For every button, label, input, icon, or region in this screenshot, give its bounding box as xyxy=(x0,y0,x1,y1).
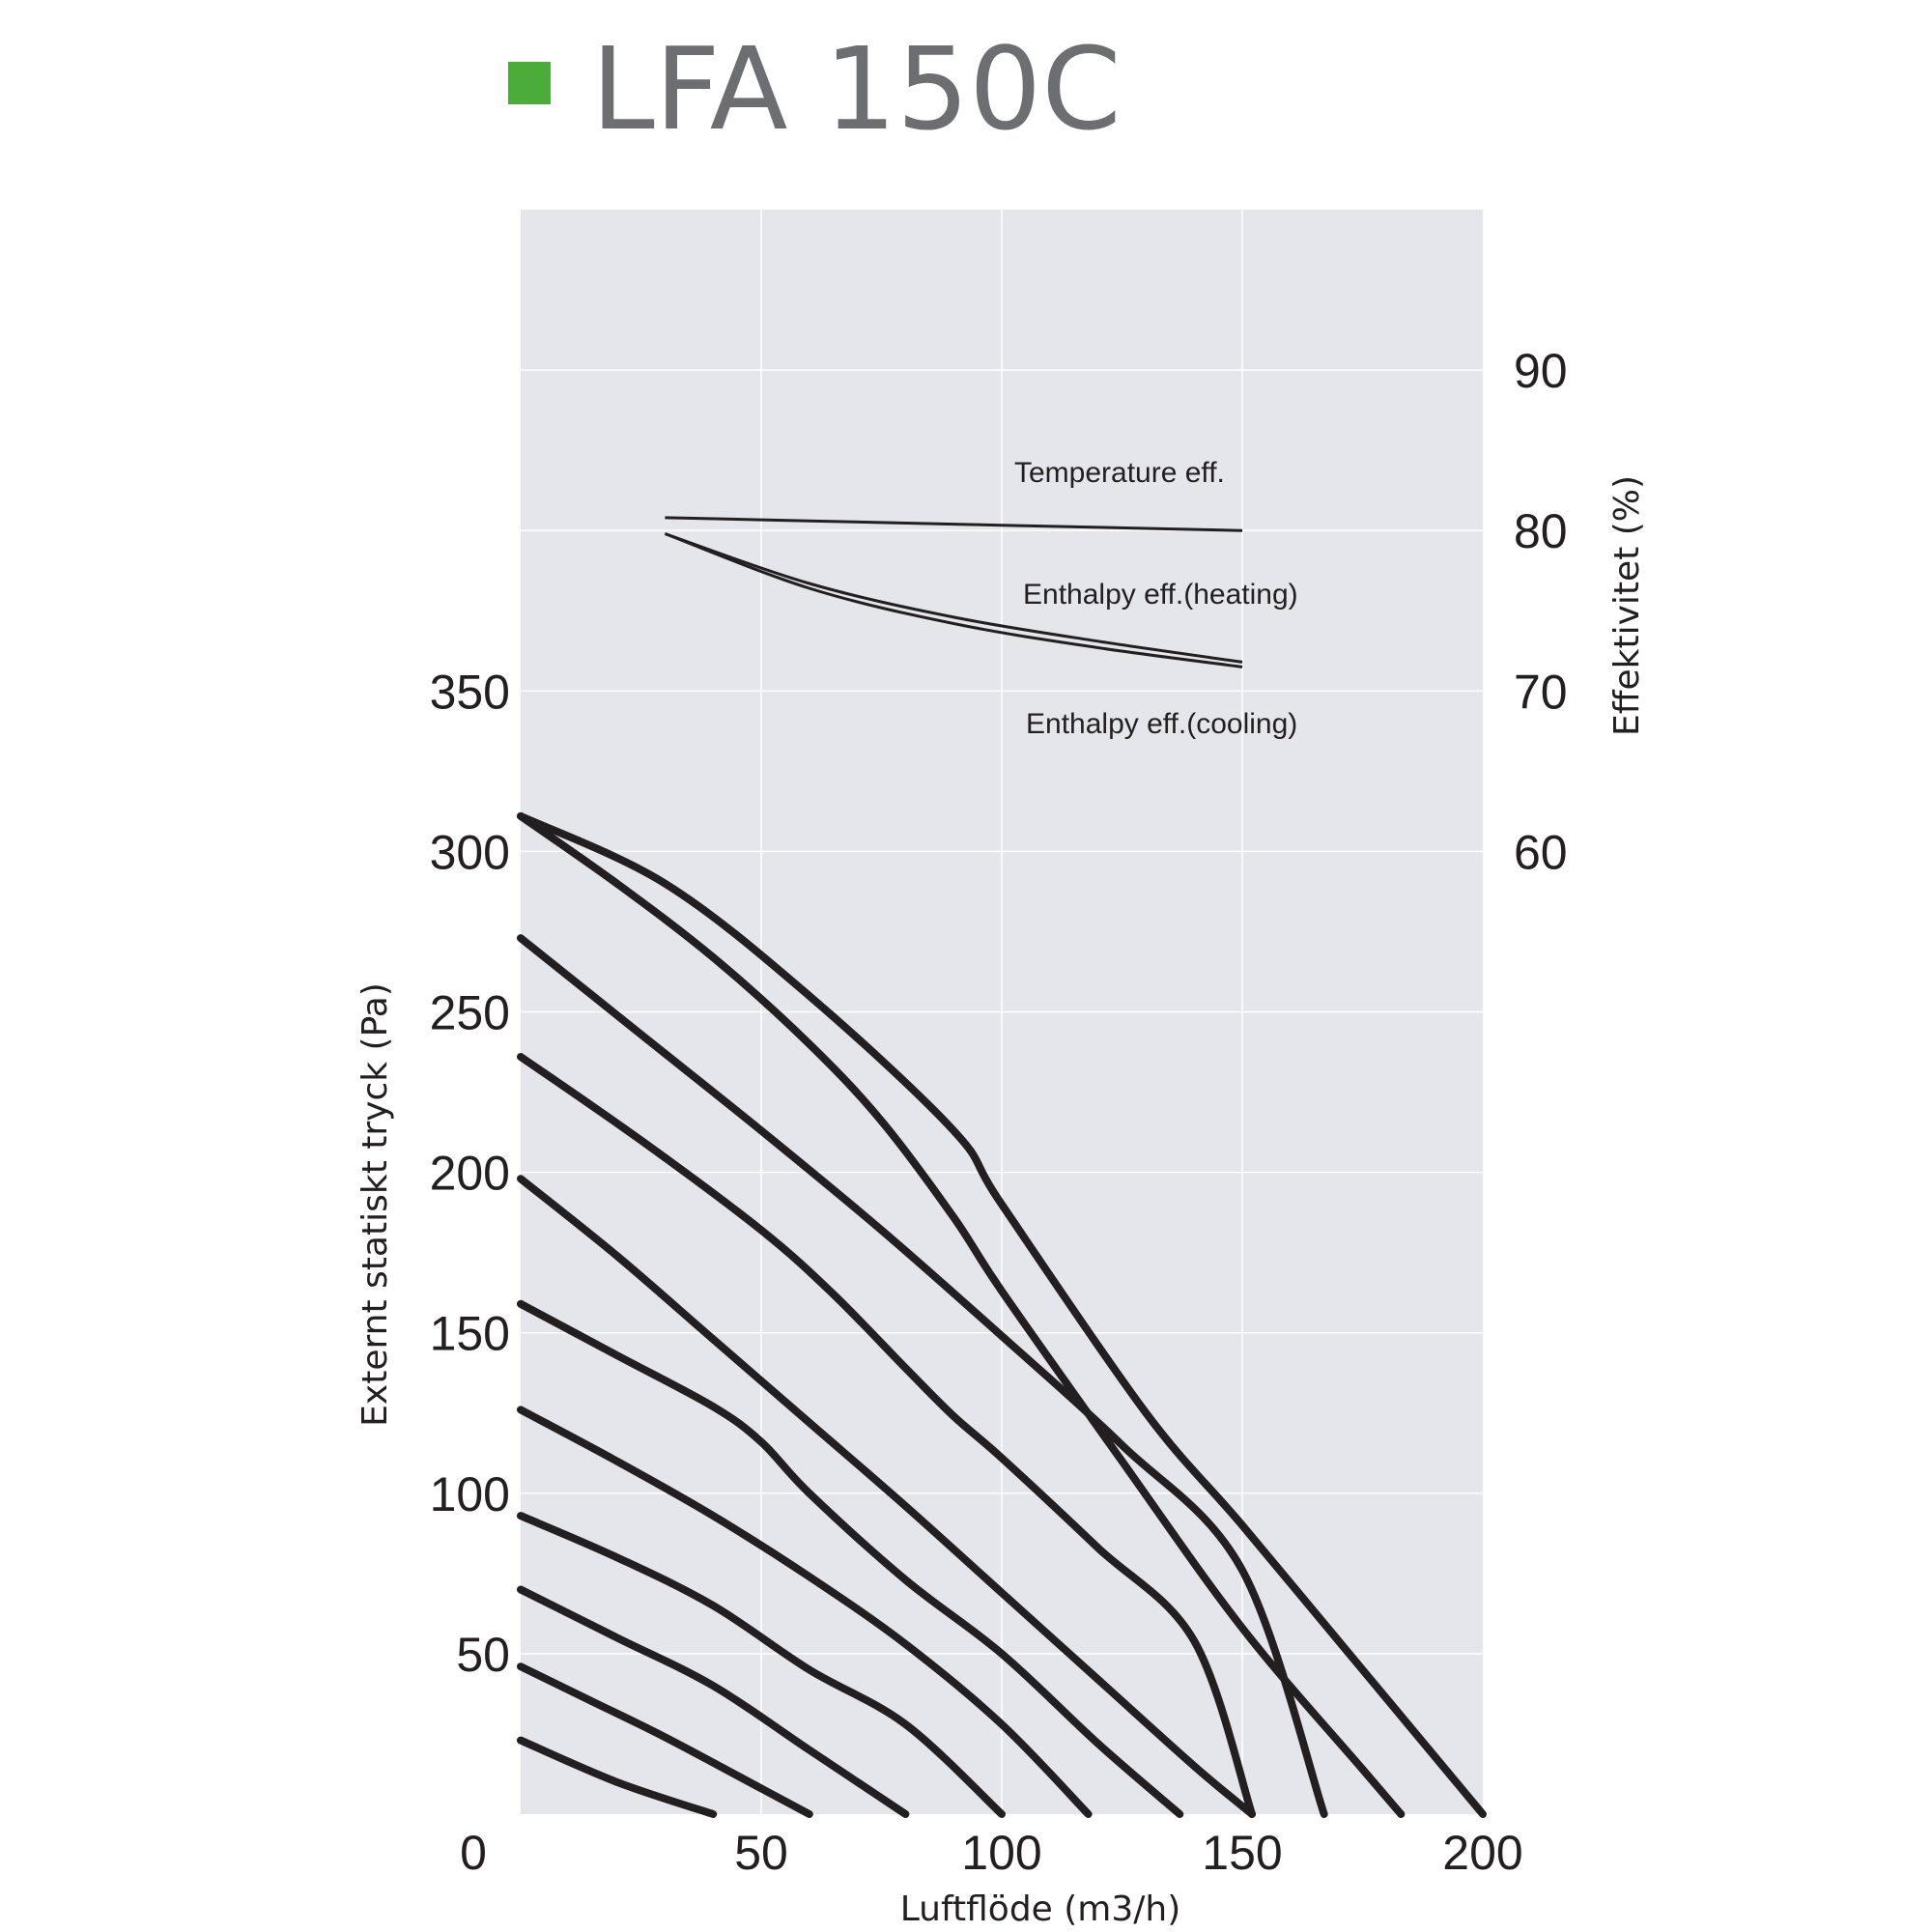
fan-curve-7 xyxy=(517,1175,1256,1818)
y2-tick-label: 80 xyxy=(1514,504,1568,558)
y-tick-label: 50 xyxy=(456,1628,510,1682)
y-tick-label: 100 xyxy=(430,1467,510,1521)
y-tick-label: 300 xyxy=(430,825,510,879)
y2-tick-label: 90 xyxy=(1514,344,1568,398)
enthalpy-eff-cooling-label: Enthalpy eff.(cooling) xyxy=(1026,708,1297,740)
grid xyxy=(521,210,1483,1814)
fan-curve-11 xyxy=(517,811,1487,1818)
fan-curve-6 xyxy=(517,1299,1184,1818)
fan-curve-5 xyxy=(517,1406,1093,1818)
fan-curve-2 xyxy=(517,1662,813,1818)
temperature-eff-label: Temperature eff. xyxy=(1014,457,1225,489)
fan-curve-4 xyxy=(517,1512,1006,1818)
enthalpy-eff-heating-curve xyxy=(664,532,1243,664)
y-tick-label: 350 xyxy=(430,665,510,719)
y-axis-ticks: 50 100 150 200 250 300 350 xyxy=(430,665,510,1682)
fan-curve-10 xyxy=(517,811,1406,1818)
fan-curve-8 xyxy=(517,1053,1256,1818)
y2-tick-label: 70 xyxy=(1514,665,1568,719)
x-tick-label: 100 xyxy=(961,1826,1041,1880)
fan-curve-9 xyxy=(517,934,1328,1818)
x-tick-label: 150 xyxy=(1202,1826,1282,1880)
efficiency-labels: Temperature eff. Enthalpy eff.(heating) En… xyxy=(1014,457,1298,740)
enthalpy-eff-cooling-curve xyxy=(664,532,1243,668)
chart-title: LFA 150C xyxy=(591,22,1122,156)
x-axis-ticks: 0 50 100 150 200 xyxy=(460,1826,1523,1880)
y-tick-label: 250 xyxy=(430,986,510,1040)
y2-axis-ticks: 60 70 80 90 xyxy=(1514,344,1568,879)
enthalpy-eff-heating-label: Enthalpy eff.(heating) xyxy=(1023,579,1298,611)
y2-axis-title: Effektivitet (%) xyxy=(1607,475,1647,736)
x-axis-title: Luftflöde (m3/h) xyxy=(900,1889,1181,1929)
x-tick-label: 0 xyxy=(460,1826,487,1880)
efficiency-curves xyxy=(664,516,1243,668)
legend-square xyxy=(508,62,551,104)
y-tick-label: 150 xyxy=(430,1307,510,1361)
x-tick-label: 50 xyxy=(734,1826,788,1880)
x-tick-label: 200 xyxy=(1442,1826,1522,1880)
fan-curves xyxy=(517,811,1487,1818)
temperature-eff-curve xyxy=(665,516,1243,532)
y-tick-label: 200 xyxy=(430,1147,510,1201)
y-axis-title: Externt statiskt tryck (Pa) xyxy=(355,982,395,1427)
fan-curve-1 xyxy=(517,1736,718,1818)
fan-curve-3 xyxy=(517,1585,910,1818)
y2-tick-label: 60 xyxy=(1514,825,1568,879)
